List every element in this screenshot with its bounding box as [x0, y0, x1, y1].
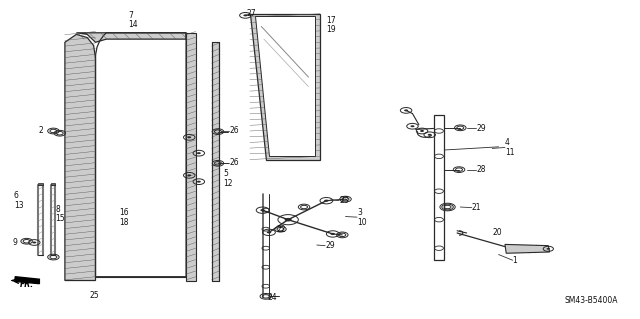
Polygon shape [255, 16, 315, 156]
Circle shape [32, 241, 36, 243]
Text: 24: 24 [268, 293, 277, 302]
Polygon shape [212, 42, 220, 280]
Text: 29: 29 [325, 241, 335, 250]
Circle shape [197, 152, 201, 154]
PathPatch shape [65, 34, 95, 280]
Text: 9: 9 [13, 238, 17, 247]
Text: 17
19: 17 19 [326, 16, 336, 34]
PathPatch shape [76, 33, 186, 42]
Circle shape [197, 181, 201, 183]
Text: 3
10: 3 10 [357, 208, 367, 226]
Circle shape [285, 218, 292, 221]
Text: 29: 29 [476, 124, 486, 133]
Text: 22: 22 [276, 225, 286, 234]
Circle shape [404, 109, 408, 111]
Text: 21: 21 [472, 203, 481, 212]
Text: 26: 26 [229, 127, 239, 136]
Text: 26: 26 [229, 158, 239, 167]
Text: 2: 2 [38, 127, 43, 136]
Circle shape [547, 248, 550, 250]
Circle shape [330, 233, 335, 235]
Text: 7
14: 7 14 [129, 11, 138, 29]
Polygon shape [250, 14, 320, 160]
Text: 4
11: 4 11 [505, 138, 515, 157]
Text: 5
12: 5 12 [223, 169, 232, 188]
PathPatch shape [186, 33, 196, 280]
Text: 25: 25 [89, 291, 99, 300]
Circle shape [324, 200, 328, 202]
Text: 23: 23 [339, 196, 349, 205]
Polygon shape [38, 183, 43, 185]
Polygon shape [15, 277, 40, 284]
Circle shape [188, 136, 191, 138]
Text: 8
15: 8 15 [55, 204, 65, 223]
Text: 16
18: 16 18 [119, 208, 129, 226]
Circle shape [188, 174, 191, 176]
Circle shape [243, 14, 248, 16]
Polygon shape [51, 183, 55, 185]
Circle shape [260, 209, 265, 211]
Text: 6
13: 6 13 [14, 191, 24, 210]
Circle shape [267, 231, 271, 234]
Text: 20: 20 [492, 228, 502, 237]
Text: SM43-B5400A: SM43-B5400A [565, 296, 618, 305]
Polygon shape [505, 244, 550, 253]
Text: 28: 28 [476, 165, 486, 174]
Circle shape [410, 125, 415, 127]
Circle shape [428, 134, 432, 136]
Text: 1: 1 [513, 256, 517, 265]
Text: FR.: FR. [20, 280, 34, 289]
Circle shape [420, 130, 424, 132]
Text: 27: 27 [246, 9, 256, 18]
